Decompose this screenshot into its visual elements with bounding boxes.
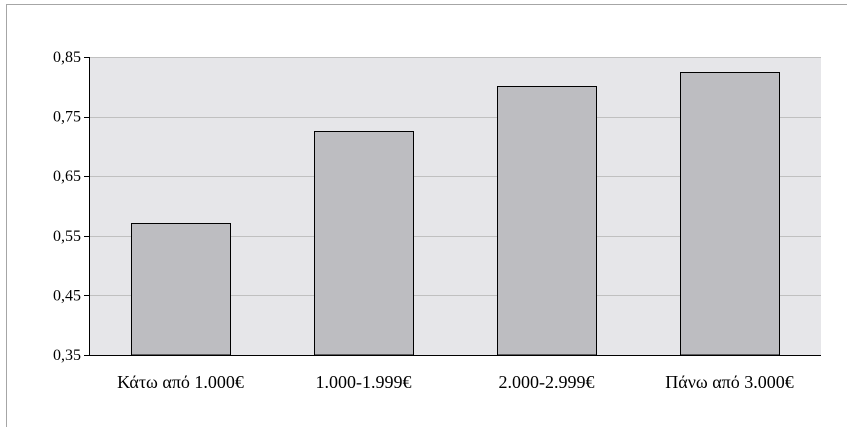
y-tick-labels: 0,35 0,45 0,55 0,65 0,75 0,85 (53, 49, 81, 364)
x-category-label: Πάνω από 3.000€ (665, 372, 793, 392)
y-tick-label: 0,35 (53, 347, 81, 364)
x-category-labels: Κάτω από 1.000€ 1.000-1.999€ 2.000-2.999€ Π… (117, 372, 794, 392)
bar (680, 72, 780, 356)
chart-frame (6, 4, 847, 427)
bars (131, 72, 780, 356)
y-tick-label: 0,85 (53, 49, 81, 66)
x-category-label: Κάτω από 1.000€ (117, 372, 244, 392)
y-tick-label: 0,55 (53, 228, 81, 245)
y-tick-label: 0,75 (53, 109, 81, 126)
x-category-label: 1.000-1.999€ (316, 372, 412, 392)
y-tick-label: 0,65 (53, 168, 81, 185)
bar (497, 86, 597, 356)
bar (131, 223, 231, 356)
bar (314, 131, 414, 356)
x-category-label: 2.000-2.999€ (499, 372, 595, 392)
y-tick-label: 0,45 (53, 287, 81, 304)
axes (84, 57, 821, 356)
